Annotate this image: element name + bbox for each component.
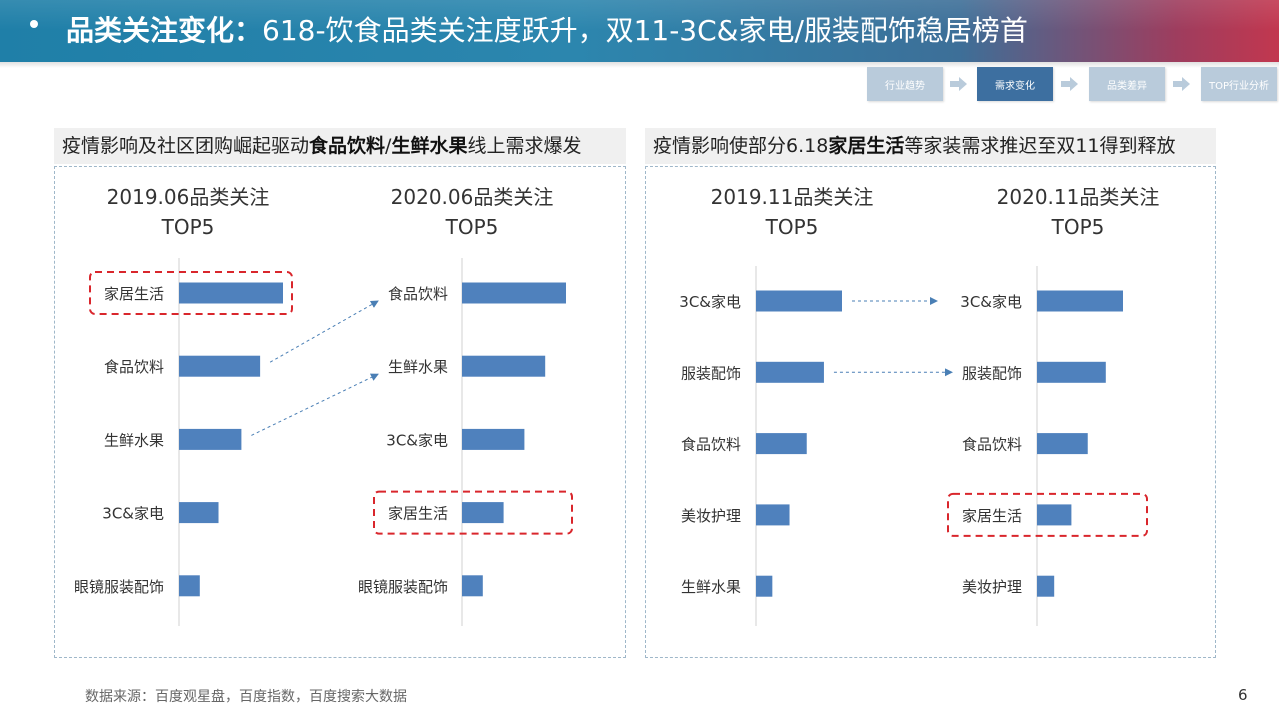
step-industry-trend[interactable]: 行业趋势 xyxy=(867,67,943,101)
highlight-box xyxy=(89,271,293,315)
chart-bar xyxy=(756,433,807,455)
arrow-right-icon xyxy=(1061,77,1078,91)
arrow-right-icon xyxy=(1173,77,1190,91)
chart-bar xyxy=(756,361,824,383)
chart-category-label: 食品饮料 xyxy=(104,358,164,376)
chart-bar xyxy=(179,282,283,304)
chart-bar xyxy=(179,502,219,524)
chart-category-label: 家居生活 xyxy=(388,505,448,523)
page-title-bold: 品类关注变化： xyxy=(66,14,263,47)
chart-title-line-2: TOP5 xyxy=(445,215,499,239)
chart-bar xyxy=(1037,575,1055,597)
arrow-right-icon xyxy=(950,77,967,91)
chart-category-label: 美妆护理 xyxy=(681,507,741,525)
highlight-box xyxy=(373,490,573,535)
panel-head-text: 食品饮料 xyxy=(309,135,386,157)
chart-category-label: 生鲜水果 xyxy=(104,431,164,449)
chart-category-label: 食品饮料 xyxy=(681,436,741,454)
chart-category-label: 美妆护理 xyxy=(962,578,1022,596)
page-title: 品类关注变化：618-饮食品类关注度跃升，双11-3C&家电/服装配饰稳居榜首 xyxy=(66,10,1028,52)
step-label: 行业趋势 xyxy=(885,80,925,92)
panel-head-text: 家居生活 xyxy=(828,135,905,157)
connector-arrow xyxy=(251,373,379,436)
chart-category-label: 家居生活 xyxy=(962,507,1022,525)
chart-bar xyxy=(179,355,261,377)
chart-layer: 2019.06品类关注TOP5家居生活食品饮料生鲜水果3C&家电眼镜服装配饰20… xyxy=(74,185,1159,626)
chart-category-label: 服装配饰 xyxy=(681,364,741,382)
panel-head-text: 疫情影响使部分6.18 xyxy=(653,135,829,157)
header-banner: 品类关注变化：618-饮食品类关注度跃升，双11-3C&家电/服装配饰稳居榜首 xyxy=(0,0,1279,62)
chart-bar xyxy=(179,575,200,597)
header-shine xyxy=(0,0,1279,30)
chart-title-line-2: TOP5 xyxy=(161,215,215,239)
chart-bar xyxy=(1037,361,1106,383)
panel-box-right xyxy=(645,166,1216,658)
chart-category-label: 3C&家电 xyxy=(102,505,164,523)
panel-head-text: / xyxy=(385,135,392,157)
chart-bar xyxy=(1037,433,1088,455)
chart-category-label: 眼镜服装配饰 xyxy=(74,578,164,596)
header-shadow xyxy=(0,62,1279,68)
chart-title-line-1: 2019.06品类关注 xyxy=(107,185,270,209)
chart-bar xyxy=(462,282,566,304)
panel-head-text: 生鲜水果 xyxy=(391,135,468,157)
chart-category-label: 生鲜水果 xyxy=(681,578,741,596)
chart-category-label: 3C&家电 xyxy=(679,293,741,311)
chart-bar xyxy=(1037,290,1123,312)
chart-bar xyxy=(462,575,483,597)
panel-box-left xyxy=(54,166,626,658)
chart-category-label: 家居生活 xyxy=(104,285,164,303)
chart-title-line-1: 2020.06品类关注 xyxy=(391,185,554,209)
chart-title-line-2: TOP5 xyxy=(765,215,819,239)
highlight-box xyxy=(947,492,1148,537)
chart-bar xyxy=(462,502,504,524)
chart-bar xyxy=(462,428,525,450)
step-top-industry-analysis[interactable]: TOP行业分析 xyxy=(1201,67,1277,101)
chart-title-line-1: 2020.11品类关注 xyxy=(997,185,1160,209)
panel-head-text: 等家装需求推迟至双11得到释放 xyxy=(904,135,1176,157)
chart-category-label: 3C&家电 xyxy=(960,293,1022,311)
bullet-icon xyxy=(30,20,38,28)
chart-bar xyxy=(179,428,242,450)
chart-bar xyxy=(756,504,790,526)
chart-bar xyxy=(756,575,773,597)
chart-title-line-1: 2019.11品类关注 xyxy=(711,185,874,209)
chart-bar xyxy=(462,355,546,377)
panel-head-text: 疫情影响及社区团购崛起驱动 xyxy=(62,135,310,157)
chart-category-label: 3C&家电 xyxy=(386,431,448,449)
step-label: 品类差异 xyxy=(1107,80,1147,92)
panel-head-left: 疫情影响及社区团购崛起驱动食品饮料/生鲜水果线上需求爆发 xyxy=(54,128,626,164)
page-number: 6 xyxy=(1238,686,1248,704)
chart-category-label: 生鲜水果 xyxy=(388,358,448,376)
chart-category-label: 食品饮料 xyxy=(962,436,1022,454)
panel-head-right: 疫情影响使部分6.18家居生活等家装需求推迟至双11得到释放 xyxy=(645,128,1216,164)
chart-title-line-2: TOP5 xyxy=(1051,215,1105,239)
panel-head-text: 线上需求爆发 xyxy=(467,135,582,157)
step-label: TOP行业分析 xyxy=(1208,80,1269,92)
chart-category-label: 食品饮料 xyxy=(388,285,448,303)
chart-category-label: 服装配饰 xyxy=(962,364,1022,382)
page-title-rest: 618-饮食品类关注度跃升，双11-3C&家电/服装配饰稳居榜首 xyxy=(262,14,1028,47)
chart-category-label: 眼镜服装配饰 xyxy=(358,578,448,596)
connector-arrow xyxy=(269,300,379,363)
step-label: 需求变化 xyxy=(995,80,1035,92)
chart-bar xyxy=(756,290,842,312)
data-source-note: 数据来源：百度观星盘，百度指数，百度搜索大数据 xyxy=(85,689,407,705)
chart-bar xyxy=(1037,504,1072,526)
step-demand-change[interactable]: 需求变化 xyxy=(977,67,1053,101)
step-category-difference[interactable]: 品类差异 xyxy=(1089,67,1165,101)
